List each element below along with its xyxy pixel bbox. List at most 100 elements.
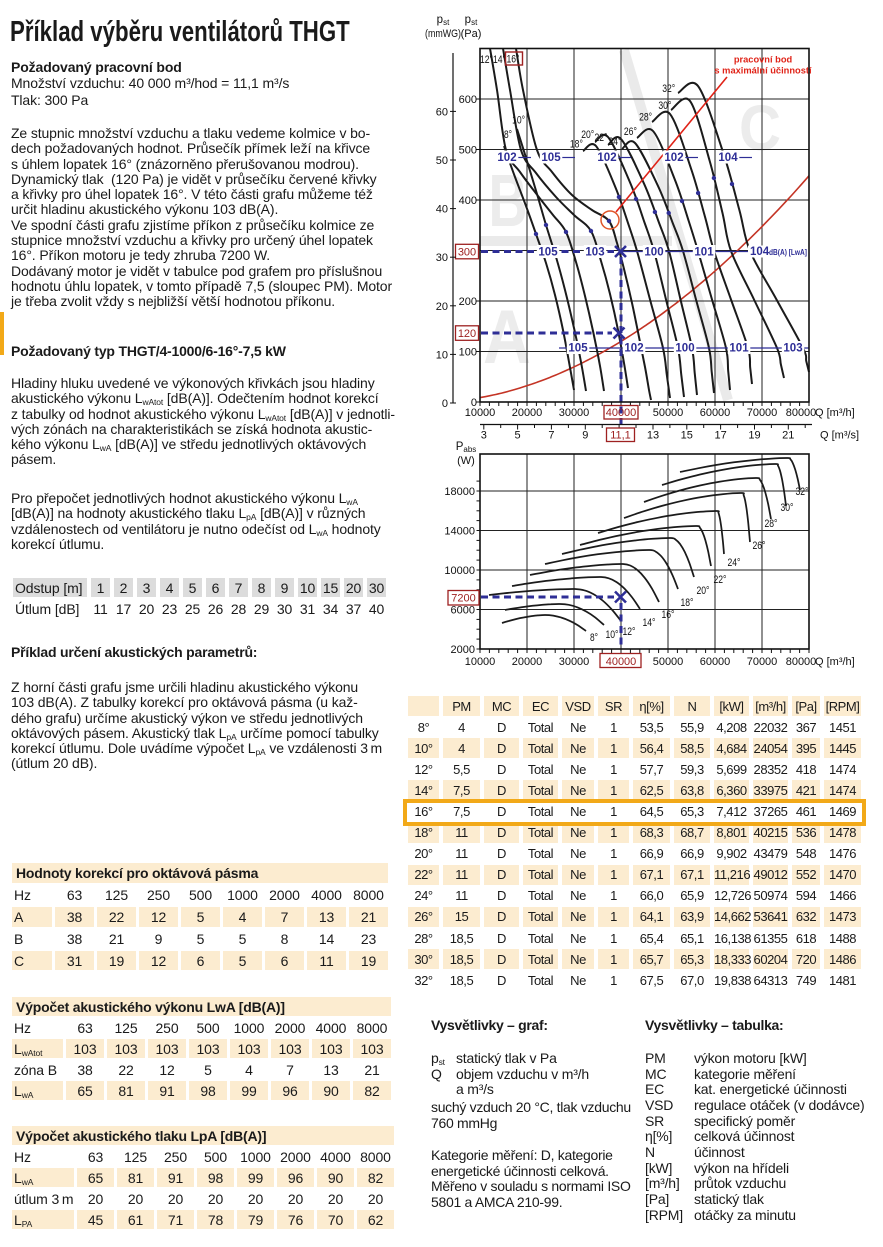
svg-text:103: 103 [585, 247, 604, 259]
svg-text:13: 13 [647, 430, 659, 442]
svg-text:5: 5 [515, 430, 521, 442]
svg-text:50000: 50000 [653, 407, 684, 419]
svg-text:10000: 10000 [465, 656, 496, 668]
svg-text:2000: 2000 [451, 644, 475, 656]
svg-text:11,1: 11,1 [610, 430, 631, 442]
svg-text:600: 600 [459, 94, 477, 106]
svg-text:15: 15 [681, 430, 693, 442]
svg-text:400: 400 [459, 195, 477, 207]
svg-text:80000: 80000 [786, 656, 817, 668]
svg-text:60: 60 [436, 106, 448, 118]
svg-text:8°: 8° [590, 632, 598, 644]
svg-text:(W): (W) [457, 455, 475, 467]
svg-text:Q [m³/h]: Q [m³/h] [815, 656, 855, 668]
svg-text:10000: 10000 [465, 407, 496, 419]
svg-text:101: 101 [729, 343, 749, 355]
svg-text:28°: 28° [639, 111, 652, 123]
svg-text:(mmWG): (mmWG) [425, 28, 461, 40]
svg-text:10: 10 [436, 349, 448, 361]
svg-text:6000: 6000 [451, 605, 475, 617]
svg-text:20000: 20000 [512, 407, 543, 419]
svg-text:pst: pst [465, 14, 478, 27]
svg-text:105: 105 [538, 247, 558, 259]
svg-text:100: 100 [459, 347, 477, 359]
svg-text:120: 120 [458, 328, 476, 340]
svg-text:102: 102 [664, 152, 683, 164]
svg-text:103: 103 [783, 343, 802, 355]
svg-text:8°: 8° [504, 129, 512, 141]
svg-text:200: 200 [459, 296, 477, 308]
svg-text:0: 0 [442, 398, 448, 410]
svg-text:20: 20 [436, 301, 448, 313]
svg-text:30: 30 [436, 252, 448, 264]
svg-text:(Pa): (Pa) [461, 28, 482, 40]
svg-text:7: 7 [548, 430, 554, 442]
svg-text:26°: 26° [753, 540, 766, 552]
svg-text:10000: 10000 [444, 565, 475, 577]
svg-text:40000: 40000 [606, 656, 637, 668]
svg-text:9: 9 [582, 430, 588, 442]
svg-text:16°: 16° [662, 609, 675, 621]
svg-text:14°: 14° [643, 617, 656, 629]
svg-text:26°: 26° [624, 126, 637, 138]
svg-text:19: 19 [748, 430, 760, 442]
svg-text:20000: 20000 [512, 656, 543, 668]
svg-text:dB(A) [LwA]: dB(A) [LwA] [769, 247, 807, 257]
svg-text:18°: 18° [570, 138, 583, 150]
svg-text:101: 101 [694, 247, 714, 259]
svg-text:A: A [483, 295, 531, 380]
svg-text:102: 102 [624, 343, 643, 355]
svg-text:60000: 60000 [700, 407, 731, 419]
svg-text:s maximální účinností: s maximální účinností [714, 66, 812, 76]
svg-text:30000: 30000 [559, 656, 590, 668]
svg-text:105: 105 [541, 152, 561, 164]
svg-text:300: 300 [458, 247, 476, 259]
svg-text:24°: 24° [728, 557, 741, 569]
svg-text:70000: 70000 [747, 407, 778, 419]
svg-text:pst: pst [437, 14, 450, 27]
svg-text:18000: 18000 [444, 486, 475, 498]
svg-text:50: 50 [436, 155, 448, 167]
svg-text:104: 104 [750, 246, 770, 258]
svg-text:60000: 60000 [700, 656, 731, 668]
svg-text:50000: 50000 [653, 656, 684, 668]
svg-text:pracovní bod: pracovní bod [734, 55, 793, 65]
svg-text:30°: 30° [781, 502, 794, 514]
svg-text:Q [m³/h]: Q [m³/h] [815, 407, 855, 419]
svg-text:102: 102 [497, 152, 516, 164]
svg-text:22°: 22° [714, 574, 727, 586]
svg-text:14000: 14000 [444, 526, 475, 538]
svg-text:100: 100 [675, 343, 694, 355]
svg-text:24°: 24° [609, 136, 622, 148]
svg-text:12°: 12° [623, 626, 636, 638]
svg-text:500: 500 [459, 145, 477, 157]
svg-text:Q [m³/s]: Q [m³/s] [820, 430, 859, 442]
svg-text:10°: 10° [606, 629, 619, 641]
svg-text:105: 105 [568, 343, 588, 355]
svg-text:7200: 7200 [451, 593, 475, 605]
svg-text:28°: 28° [765, 518, 778, 530]
svg-text:70000: 70000 [747, 656, 778, 668]
svg-text:20°: 20° [581, 129, 594, 141]
svg-text:14°: 14° [493, 54, 506, 66]
svg-text:18°: 18° [681, 597, 694, 609]
svg-text:21: 21 [782, 430, 794, 442]
svg-text:100: 100 [644, 247, 663, 259]
svg-text:32°: 32° [662, 83, 675, 95]
svg-text:104: 104 [718, 152, 738, 164]
svg-text:30°: 30° [658, 100, 671, 112]
svg-text:40000: 40000 [606, 407, 637, 419]
svg-text:10°: 10° [512, 115, 525, 127]
svg-text:16°: 16° [507, 54, 520, 66]
svg-text:C: C [739, 92, 781, 164]
svg-text:32°: 32° [796, 486, 809, 498]
svg-text:30000: 30000 [559, 407, 590, 419]
svg-text:12°: 12° [480, 54, 493, 66]
svg-text:17: 17 [714, 430, 726, 442]
svg-text:20°: 20° [697, 585, 710, 597]
svg-text:80000: 80000 [786, 407, 817, 419]
svg-text:22°: 22° [595, 132, 608, 144]
svg-text:40: 40 [436, 204, 448, 216]
svg-text:102: 102 [597, 152, 616, 164]
svg-text:0: 0 [471, 397, 477, 409]
